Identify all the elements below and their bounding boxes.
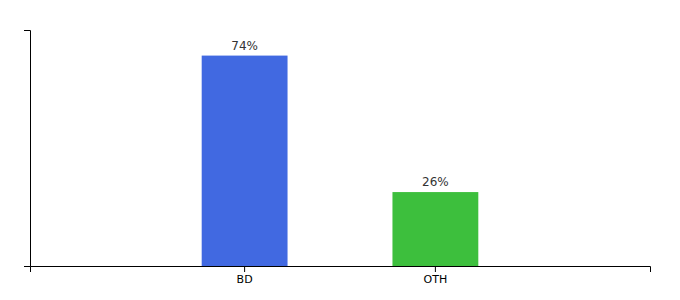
chart-container: BD OTH 74% 26% [0,0,680,300]
x-axis-line [31,267,651,273]
data-label: 74% [231,39,258,53]
x-tick-label: OTH [424,273,448,286]
x-tick: OTH [424,266,448,286]
y-axis-line [24,31,31,267]
plot-area: BD OTH 74% 26% [24,31,651,286]
x-tick: BD [237,266,253,286]
x-tick-mark [435,266,436,272]
bar [392,192,478,266]
bars [202,56,479,266]
y-axis [24,31,31,267]
data-label: 26% [422,175,449,189]
data-labels: 74% 26% [231,39,448,189]
x-tick-mark [244,266,245,272]
bar [202,56,288,266]
chart-svg: BD OTH 74% 26% [0,0,680,300]
x-tick-label: BD [237,273,253,286]
x-axis: BD OTH [31,266,651,286]
